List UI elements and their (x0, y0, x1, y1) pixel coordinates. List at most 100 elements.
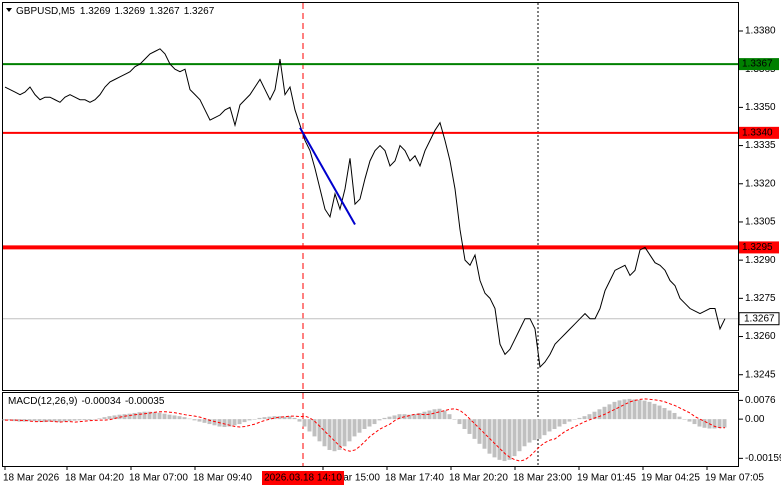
cursor-time-box (262, 471, 344, 485)
y-tick-label: 1.3275 (745, 293, 776, 304)
ohlc-close: 1.3267 (184, 6, 215, 17)
macd-bar (147, 411, 152, 420)
x-tick-label: 18 Mar 2026 (3, 473, 60, 484)
macd-bar (92, 419, 97, 420)
y-tick-label: 1.3260 (745, 331, 776, 342)
macd-bar (22, 419, 27, 422)
macd-bar (637, 399, 642, 420)
macd-bar (457, 419, 462, 425)
macd-bar (367, 419, 372, 427)
macd-bar (227, 419, 232, 427)
last-price-label: 1.3267 (744, 313, 775, 324)
y-tick-label: 1.3245 (745, 369, 776, 380)
macd-bar (337, 419, 342, 450)
y-tick-label: 1.3320 (745, 178, 776, 189)
macd-bar (72, 419, 77, 421)
macd-bar (212, 419, 217, 426)
y-tick-label: 1.3290 (745, 255, 776, 266)
macd-bar (47, 419, 52, 422)
x-tick-label: 18 Mar 23:00 (513, 473, 572, 484)
macd-bar (432, 409, 437, 420)
macd-bar (342, 419, 347, 447)
macd-bar (17, 419, 22, 422)
level-price-box (739, 58, 779, 71)
macd-bar (472, 419, 477, 439)
macd-bar (37, 419, 42, 422)
macd-bar (487, 419, 492, 454)
macd-bar (312, 419, 317, 437)
macd-bar (717, 419, 722, 429)
macd-bar (517, 419, 522, 452)
macd-bar (582, 416, 587, 420)
macd-bar (382, 417, 387, 420)
macd-bar (577, 417, 582, 420)
macd-bar (172, 415, 177, 420)
macd-bar (247, 419, 252, 421)
macd-bar (597, 409, 602, 420)
macd-bar (627, 398, 632, 420)
macd-signal: -0.00035 (125, 396, 165, 407)
macd-bar (667, 410, 672, 420)
collapse-icon (6, 8, 12, 12)
macd-bar (462, 419, 467, 429)
macd-bar (332, 419, 337, 452)
chart-header: GBPUSD,M5 1.3269 1.3269 1.3267 1.3267 (16, 6, 215, 17)
macd-bar (552, 419, 557, 429)
macd-bar (507, 419, 512, 460)
macd-bar (417, 412, 422, 420)
macd-bar (77, 419, 82, 421)
level-price-label: 1.3295 (742, 242, 773, 253)
macd-bar (262, 417, 267, 420)
macd-bar (562, 419, 567, 425)
macd-bar (357, 419, 362, 433)
macd-bar (632, 399, 637, 420)
macd-bar (292, 417, 297, 420)
macd-bar (452, 419, 457, 420)
macd-bar (162, 413, 167, 420)
macd-bar (112, 415, 117, 420)
macd-bar (677, 416, 682, 420)
macd-bar (282, 416, 287, 420)
macd-bar (97, 418, 102, 420)
macd-bar (297, 419, 302, 422)
macd-bar (712, 419, 717, 429)
macd-bar (687, 419, 692, 422)
y-tick-label: 0.0076 (745, 395, 776, 406)
macd-bar (692, 419, 697, 425)
macd-bar (277, 416, 282, 420)
macd-bar (657, 405, 662, 420)
x-tick-label: 19 Mar 04:25 (641, 473, 700, 484)
macd-bar (132, 412, 137, 420)
macd-bar (302, 419, 307, 427)
macd-bar (102, 417, 107, 420)
macd-bar (477, 419, 482, 444)
macd-bar (412, 414, 417, 420)
macd-bar (397, 414, 402, 420)
macd-bar (497, 419, 502, 460)
macd-bar (427, 410, 432, 420)
macd-bar (652, 403, 657, 420)
macd-bar (187, 418, 192, 420)
macd-bar (182, 417, 187, 420)
macd-bar (202, 419, 207, 423)
macd-bar (257, 417, 262, 420)
macd-bar (722, 419, 727, 428)
macd-header: MACD(12,26,9) -0.00034 -0.00035 (8, 396, 165, 407)
macd-bar (157, 412, 162, 420)
macd-bar (142, 411, 147, 420)
macd-title: MACD(12,26,9) (8, 396, 77, 407)
x-tick-label: 18 Mar 09:40 (193, 473, 252, 484)
macd-bar (322, 419, 327, 447)
macd-bar (392, 415, 397, 420)
macd-bar (327, 419, 332, 450)
macd-bar (467, 419, 472, 434)
y-tick-label: 1.3335 (745, 140, 776, 151)
macd-bar (137, 412, 142, 420)
macd-bar (437, 408, 442, 420)
macd-bar (602, 406, 607, 420)
macd-bar (377, 419, 382, 421)
macd-panel (2, 392, 739, 467)
level-price-label: 1.3340 (742, 127, 773, 138)
macd-bar (567, 419, 572, 422)
